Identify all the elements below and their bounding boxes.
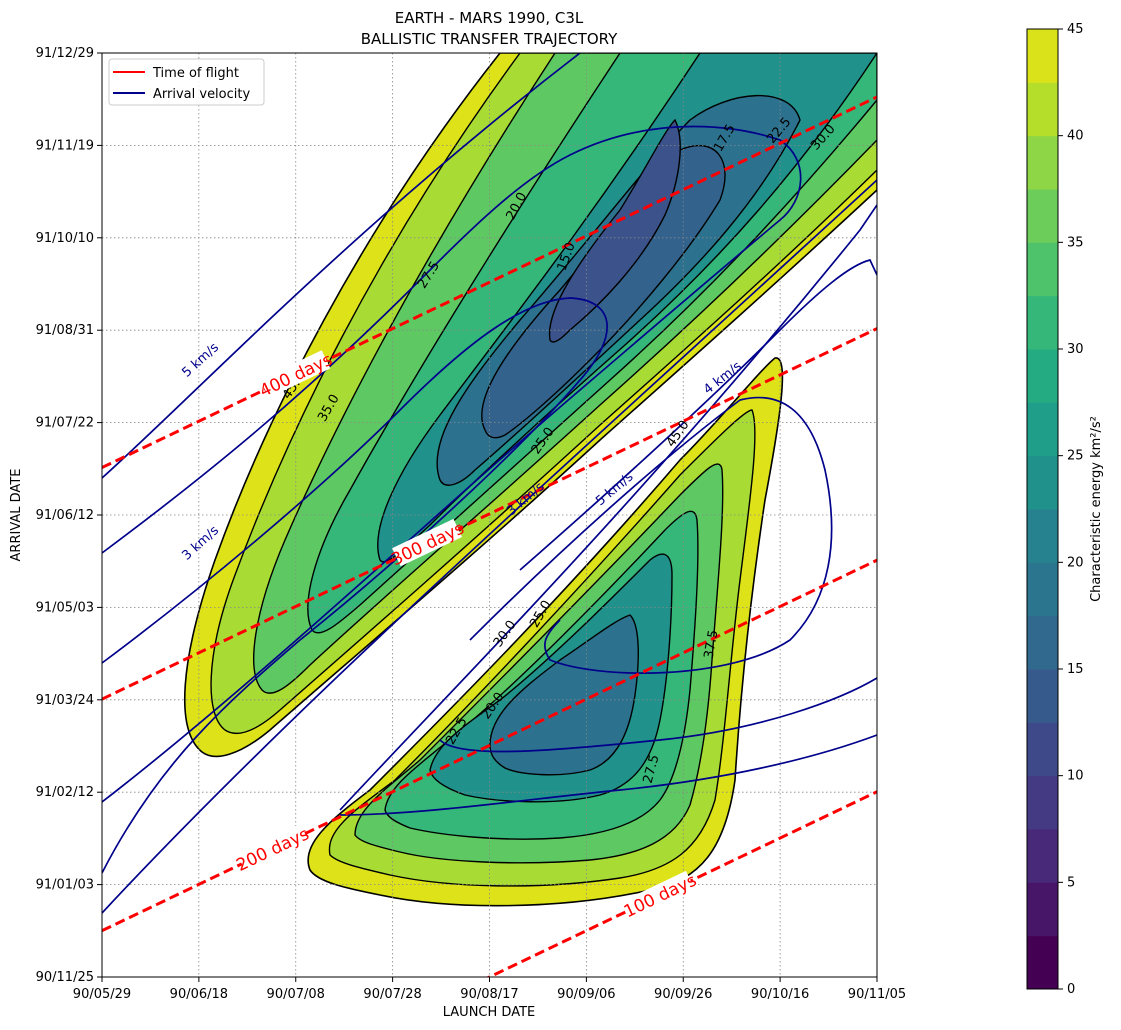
tof-label-bg [237, 824, 308, 872]
colorbar-tick-label: 30 [1067, 342, 1084, 357]
colorbar-tick-label: 25 [1067, 449, 1084, 464]
x-axis-label: LAUNCH DATE [443, 1005, 535, 1020]
colorbar-band [1027, 882, 1058, 937]
tof-line [102, 95, 877, 469]
colorbar: 0 5 10 15 20 25 30 35 40 45 [1026, 22, 1084, 997]
tof-label-bg [624, 870, 695, 919]
x-tick-label: 90/05/29 [73, 987, 131, 1002]
vinf-5-lower-wavy [519, 259, 877, 571]
vinf-2-lower [339, 734, 877, 816]
colorbar-tick-label: 40 [1067, 129, 1084, 144]
colorbar-band [1027, 29, 1058, 83]
colorbar-tick-label: 35 [1067, 235, 1084, 250]
x-tick-label: 90/07/08 [267, 987, 325, 1002]
x-axis: 90/05/29 90/06/18 90/07/08 90/07/28 90/08/17… [73, 977, 906, 1002]
colorbar-band [1027, 775, 1058, 830]
x-tick-label: 90/08/17 [460, 987, 518, 1002]
vinf-4-upper [102, 297, 608, 874]
tof-line [102, 558, 877, 933]
y-tick-label: 91/12/29 [36, 46, 94, 61]
y-tick-label: 91/06/12 [36, 508, 94, 523]
colorbar-band [1027, 829, 1058, 883]
y-tick-label: 91/07/22 [36, 416, 94, 431]
legend-box [108, 58, 265, 106]
y-tick-label: 91/11/19 [36, 138, 94, 153]
legend-label-vinf: Arrival velocity [153, 87, 250, 102]
x-tick-label: 90/06/18 [170, 987, 228, 1002]
y-tick-label: 91/02/12 [36, 785, 94, 800]
colorbar-band [1027, 349, 1058, 403]
y-tick-label: 91/05/03 [36, 600, 94, 615]
chart-subtitle: BALLISTIC TRANSFER TRAJECTORY [361, 30, 618, 48]
c3-contour-label: 27.5 [641, 753, 663, 785]
colorbar-band [1027, 615, 1058, 670]
vinf-3-lower [439, 677, 877, 753]
x-tick-label: 90/07/28 [363, 987, 421, 1002]
vinf-5-upper [102, 53, 581, 479]
vinf-4-lower [469, 396, 833, 674]
y-tick-label: 91/03/24 [36, 693, 94, 708]
colorbar-label: Characteristic energy km²/s² [1089, 416, 1104, 602]
y-tick-label: 91/01/03 [36, 878, 94, 893]
grid [102, 53, 877, 977]
colorbar-band [1027, 189, 1058, 243]
colorbar-tick-label: 0 [1067, 982, 1075, 997]
tof-label-bg [392, 518, 463, 567]
colorbar-tick-label: 20 [1067, 555, 1084, 570]
legend-label-tof: Time of flight [152, 66, 239, 81]
colorbar-tick-label: 10 [1067, 769, 1084, 784]
colorbar-band [1027, 509, 1058, 563]
colorbar-band [1027, 562, 1058, 617]
y-tick-label: 91/10/10 [36, 231, 94, 246]
x-tick-label: 90/09/06 [557, 987, 615, 1002]
x-tick-label: 90/10/16 [751, 987, 809, 1002]
y-tick-label: 91/08/31 [36, 323, 94, 338]
colorbar-frame [1026, 28, 1059, 990]
colorbar-band [1027, 295, 1058, 350]
c3-contour-regions [184, 53, 877, 907]
c3-contour-label: 37.5 [702, 629, 722, 660]
vinf-5-diag-b [339, 204, 877, 811]
x-tick-label: 90/11/05 [848, 987, 906, 1002]
lower-region-20 [489, 614, 639, 776]
colorbar-band [1027, 402, 1058, 457]
colorbar-band [1027, 669, 1058, 723]
colorbar-band [1027, 135, 1058, 190]
tof-label-bg [260, 350, 331, 398]
time-of-flight-lines [102, 95, 877, 977]
chart-title: EARTH - MARS 1990, C3L [395, 9, 584, 27]
x-tick-label: 90/09/26 [654, 987, 712, 1002]
colorbar-band [1027, 935, 1058, 990]
y-axis: 90/11/25 91/01/03 91/02/12 91/03/24 91/05/03… [36, 46, 102, 985]
legend: Time of flight Arrival velocity [108, 58, 265, 106]
upper-lobe [184, 53, 877, 758]
y-axis-label: ARRIVAL DATE [9, 469, 24, 562]
vinf-5-diag-a [102, 179, 877, 914]
colorbar-band [1027, 82, 1058, 137]
arrival-velocity-contours [102, 53, 877, 914]
colorbar-tick-label: 15 [1067, 662, 1084, 677]
colorbar-band [1027, 455, 1058, 510]
colorbar-tick-label: 45 [1067, 22, 1084, 37]
colorbar-tick-label: 5 [1067, 875, 1075, 890]
y-tick-label: 90/11/25 [36, 970, 94, 985]
colorbar-band [1027, 242, 1058, 297]
colorbar-band [1027, 722, 1058, 777]
tof-line [102, 327, 877, 701]
lower-lobe [307, 357, 784, 907]
